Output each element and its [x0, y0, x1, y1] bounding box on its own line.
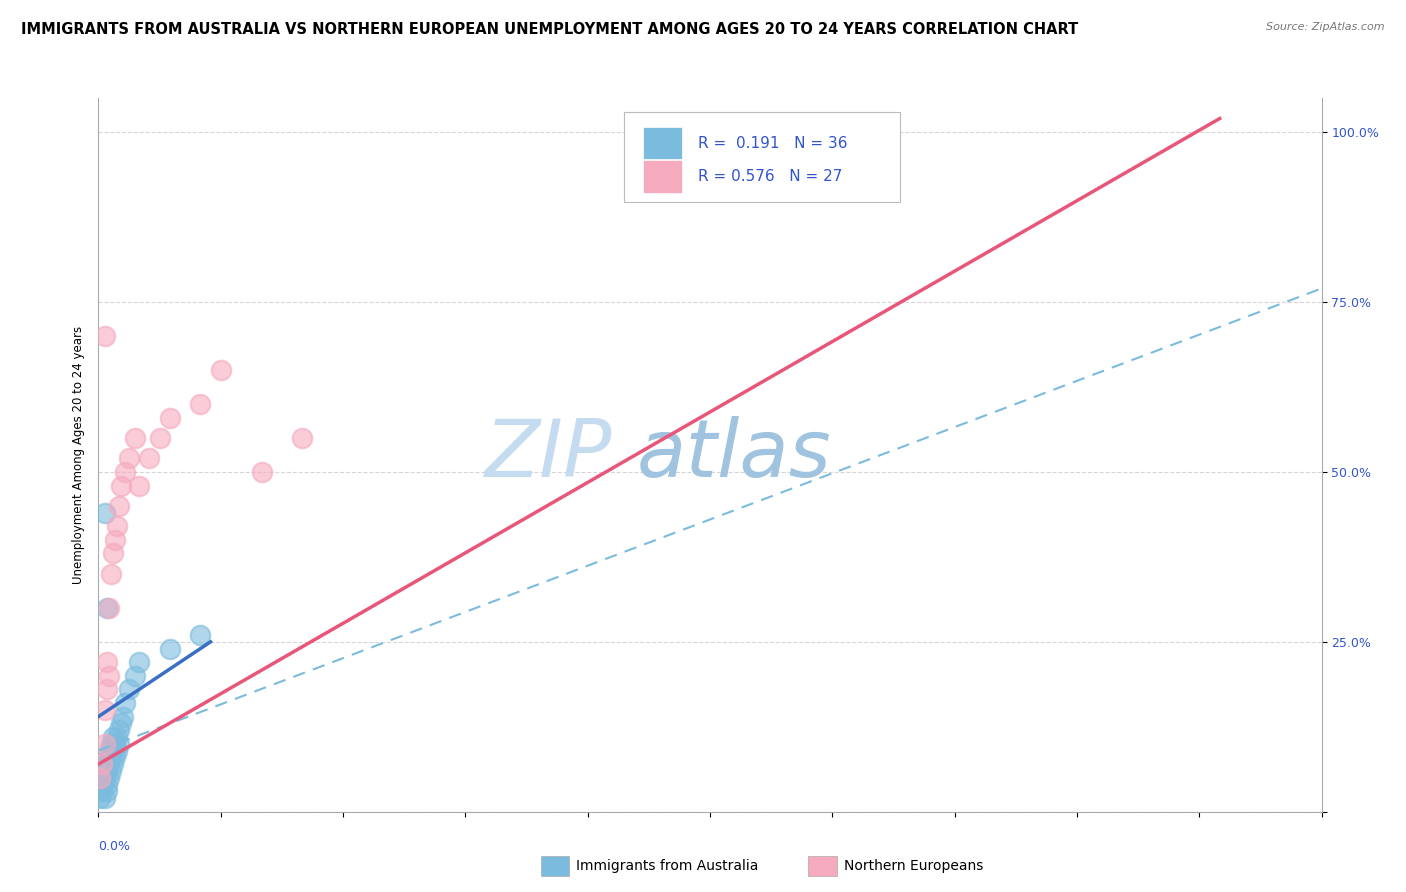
- Point: [93, 506, 115, 520]
- Point: [124, 669, 146, 683]
- Point: [91, 778, 114, 792]
- Point: [89, 771, 111, 785]
- Point: [291, 431, 314, 445]
- Point: [138, 451, 160, 466]
- Point: [149, 431, 172, 445]
- Point: [97, 743, 120, 757]
- Point: [761, 179, 783, 194]
- Point: [100, 750, 122, 764]
- Point: [104, 737, 127, 751]
- Point: [96, 682, 118, 697]
- FancyBboxPatch shape: [624, 112, 900, 202]
- Point: [111, 709, 134, 723]
- Point: [110, 716, 132, 731]
- Point: [97, 600, 120, 615]
- Point: [93, 703, 115, 717]
- Point: [96, 764, 118, 778]
- Point: [128, 478, 150, 492]
- Text: IMMIGRANTS FROM AUSTRALIA VS NORTHERN EUROPEAN UNEMPLOYMENT AMONG AGES 20 TO 24 : IMMIGRANTS FROM AUSTRALIA VS NORTHERN EU…: [21, 22, 1078, 37]
- Text: Source: ZipAtlas.com: Source: ZipAtlas.com: [1267, 22, 1385, 32]
- Point: [250, 465, 273, 479]
- Point: [114, 696, 136, 710]
- Bar: [643, 127, 682, 160]
- Point: [118, 451, 141, 466]
- Point: [96, 600, 118, 615]
- Point: [97, 750, 120, 764]
- Text: Northern Europeans: Northern Europeans: [844, 859, 983, 873]
- Point: [96, 757, 118, 772]
- Point: [91, 784, 114, 798]
- Point: [108, 737, 131, 751]
- Point: [97, 771, 120, 785]
- Point: [93, 329, 115, 343]
- Text: 0.0%: 0.0%: [98, 840, 131, 854]
- Point: [159, 410, 181, 425]
- Point: [104, 533, 127, 547]
- Text: Immigrants from Australia: Immigrants from Australia: [576, 859, 759, 873]
- Point: [93, 737, 115, 751]
- Point: [114, 465, 136, 479]
- Point: [105, 519, 128, 533]
- Point: [93, 764, 115, 778]
- Point: [118, 682, 141, 697]
- Point: [101, 757, 124, 772]
- Text: atlas: atlas: [637, 416, 831, 494]
- Point: [97, 757, 120, 772]
- Point: [108, 499, 131, 513]
- Point: [100, 764, 122, 778]
- Point: [96, 778, 118, 792]
- Point: [101, 546, 124, 560]
- Point: [209, 363, 232, 377]
- Point: [128, 655, 150, 669]
- Y-axis label: Unemployment Among Ages 20 to 24 years: Unemployment Among Ages 20 to 24 years: [72, 326, 84, 584]
- Text: ZIP: ZIP: [485, 416, 612, 494]
- Point: [91, 757, 114, 772]
- Point: [124, 431, 146, 445]
- Point: [105, 743, 128, 757]
- Point: [110, 478, 132, 492]
- Text: R =  0.191   N = 36: R = 0.191 N = 36: [697, 136, 848, 151]
- Point: [93, 791, 115, 805]
- Point: [105, 730, 128, 744]
- Point: [188, 397, 212, 411]
- Point: [100, 566, 122, 581]
- Point: [101, 730, 124, 744]
- Point: [89, 791, 111, 805]
- Point: [96, 655, 118, 669]
- Point: [97, 669, 120, 683]
- Point: [108, 723, 131, 738]
- Point: [101, 743, 124, 757]
- Point: [104, 750, 127, 764]
- Point: [96, 784, 118, 798]
- Point: [100, 737, 122, 751]
- Text: R = 0.576   N = 27: R = 0.576 N = 27: [697, 169, 842, 184]
- Point: [188, 628, 212, 642]
- Bar: [643, 161, 682, 193]
- Point: [93, 771, 115, 785]
- Point: [159, 641, 181, 656]
